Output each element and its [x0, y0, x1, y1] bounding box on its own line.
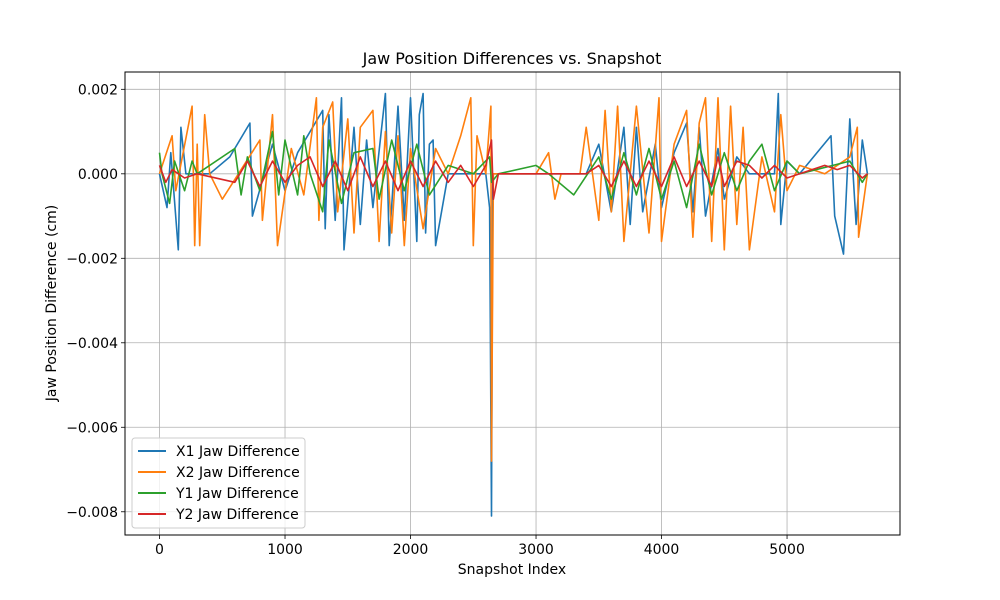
plot-series	[158, 92, 869, 517]
x-tick-label: 4000	[644, 542, 680, 558]
y-axis-label: Jaw Position Difference (cm)	[44, 205, 60, 402]
y-tick-label: −0.006	[66, 420, 118, 436]
y-tick-label: 0.002	[78, 82, 118, 98]
y-tick-label: −0.002	[66, 251, 118, 267]
series-line-y2-jaw-difference	[158, 139, 868, 200]
legend-box	[131, 437, 306, 529]
y-axis-ticks: 0.002 0.000 −0.002 −0.004 −0.006 −0.008	[66, 82, 125, 521]
y-tick-label: −0.004	[66, 336, 118, 352]
legend-label-x1-jaw-difference: X1 Jaw Difference	[176, 444, 300, 460]
x-tick-label: 1000	[267, 542, 303, 558]
x-axis-label: Snapshot Index	[458, 562, 566, 578]
x-tick-label: 0	[155, 542, 164, 558]
y-tick-label: 0.000	[78, 167, 118, 183]
legend-label-y1-jaw-difference: Y1 Jaw Difference	[175, 486, 299, 502]
x-tick-label: 2000	[393, 542, 429, 558]
legend-label-x2-jaw-difference: X2 Jaw Difference	[176, 465, 300, 481]
legend: X1 Jaw Difference X2 Jaw Difference Y1 Jaw…	[131, 437, 306, 529]
plot-frame	[124, 71, 901, 536]
series-line-y1-jaw-difference	[158, 130, 869, 213]
x-tick-label: 3000	[518, 542, 554, 558]
series-line-x2-jaw-difference	[158, 97, 869, 462]
chart-title: Jaw Position Differences vs. Snapshot	[362, 49, 662, 68]
y-tick-label: −0.008	[66, 505, 118, 521]
x-axis-ticks: 0 1000 2000 3000 4000 5000	[155, 535, 805, 558]
x-tick-label: 5000	[769, 542, 805, 558]
legend-label-y2-jaw-difference: Y2 Jaw Difference	[175, 507, 299, 523]
